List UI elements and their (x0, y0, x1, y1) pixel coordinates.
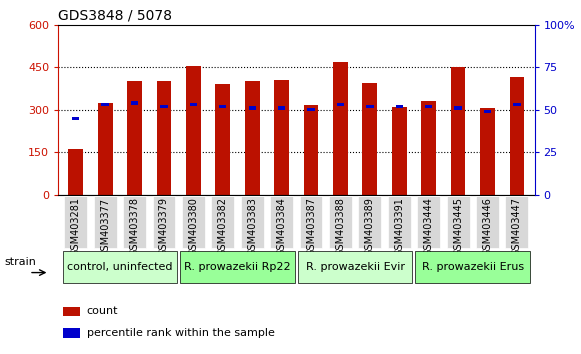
Bar (392, 107, 407, 195)
Bar (102, 103, 109, 106)
Text: GSM403378: GSM403378 (130, 198, 139, 256)
Text: GSM403383: GSM403383 (247, 198, 257, 256)
FancyBboxPatch shape (182, 196, 205, 249)
Text: R. prowazekii Erus: R. prowazekii Erus (422, 262, 524, 272)
Text: R. prowazekii Rp22: R. prowazekii Rp22 (184, 262, 291, 272)
Bar (307, 108, 315, 112)
Text: GSM403391: GSM403391 (394, 198, 404, 256)
Bar (454, 106, 462, 110)
Text: GSM403389: GSM403389 (365, 198, 375, 256)
Bar (216, 84, 230, 195)
Text: GDS3848 / 5078: GDS3848 / 5078 (58, 8, 172, 22)
Bar (98, 103, 113, 195)
Text: GSM403446: GSM403446 (482, 198, 493, 256)
Bar (484, 110, 491, 113)
Bar (333, 62, 348, 195)
Bar (451, 67, 465, 195)
Text: R. prowazekii Evir: R. prowazekii Evir (306, 262, 404, 272)
Text: GSM403281: GSM403281 (71, 198, 81, 256)
Text: GSM403380: GSM403380 (188, 198, 198, 256)
FancyBboxPatch shape (63, 251, 177, 283)
FancyBboxPatch shape (298, 251, 413, 283)
Bar (63, 328, 80, 338)
FancyBboxPatch shape (94, 196, 117, 249)
FancyBboxPatch shape (300, 196, 322, 249)
Text: GSM403444: GSM403444 (424, 198, 433, 256)
Bar (131, 101, 138, 105)
Text: control, uninfected: control, uninfected (67, 262, 173, 272)
Text: GSM403379: GSM403379 (159, 198, 169, 256)
FancyBboxPatch shape (64, 196, 87, 249)
FancyBboxPatch shape (358, 196, 381, 249)
Bar (186, 66, 200, 195)
FancyBboxPatch shape (211, 196, 234, 249)
FancyBboxPatch shape (270, 196, 293, 249)
Bar (278, 106, 285, 110)
FancyBboxPatch shape (388, 196, 411, 249)
FancyBboxPatch shape (152, 196, 175, 249)
Bar (366, 105, 374, 108)
Text: GSM403387: GSM403387 (306, 198, 316, 256)
FancyBboxPatch shape (180, 251, 295, 283)
Text: GSM403384: GSM403384 (277, 198, 286, 256)
Bar (421, 101, 436, 195)
Text: strain: strain (5, 257, 37, 267)
Bar (480, 108, 495, 195)
Text: GSM403447: GSM403447 (512, 198, 522, 256)
FancyBboxPatch shape (447, 196, 469, 249)
Bar (219, 105, 227, 108)
Bar (363, 83, 377, 195)
Text: GSM403445: GSM403445 (453, 198, 463, 256)
Bar (396, 105, 403, 108)
Bar (160, 105, 168, 108)
Bar (513, 103, 521, 106)
Bar (510, 77, 524, 195)
Text: GSM403388: GSM403388 (335, 198, 346, 256)
Text: percentile rank within the sample: percentile rank within the sample (87, 328, 275, 338)
Bar (274, 80, 289, 195)
FancyBboxPatch shape (505, 196, 528, 249)
FancyBboxPatch shape (241, 196, 264, 249)
FancyBboxPatch shape (417, 196, 440, 249)
Bar (127, 81, 142, 195)
Text: count: count (87, 306, 118, 316)
Bar (245, 81, 260, 195)
Bar (337, 103, 344, 106)
FancyBboxPatch shape (123, 196, 146, 249)
FancyBboxPatch shape (329, 196, 352, 249)
Bar (190, 103, 197, 106)
FancyBboxPatch shape (476, 196, 499, 249)
Bar (72, 116, 80, 120)
Bar (249, 106, 256, 110)
Bar (69, 149, 83, 195)
FancyBboxPatch shape (415, 251, 530, 283)
Text: GSM403377: GSM403377 (100, 198, 110, 257)
Bar (63, 307, 80, 316)
Bar (304, 105, 318, 195)
Bar (157, 81, 171, 195)
Bar (425, 105, 432, 108)
Text: GSM403382: GSM403382 (218, 198, 228, 256)
